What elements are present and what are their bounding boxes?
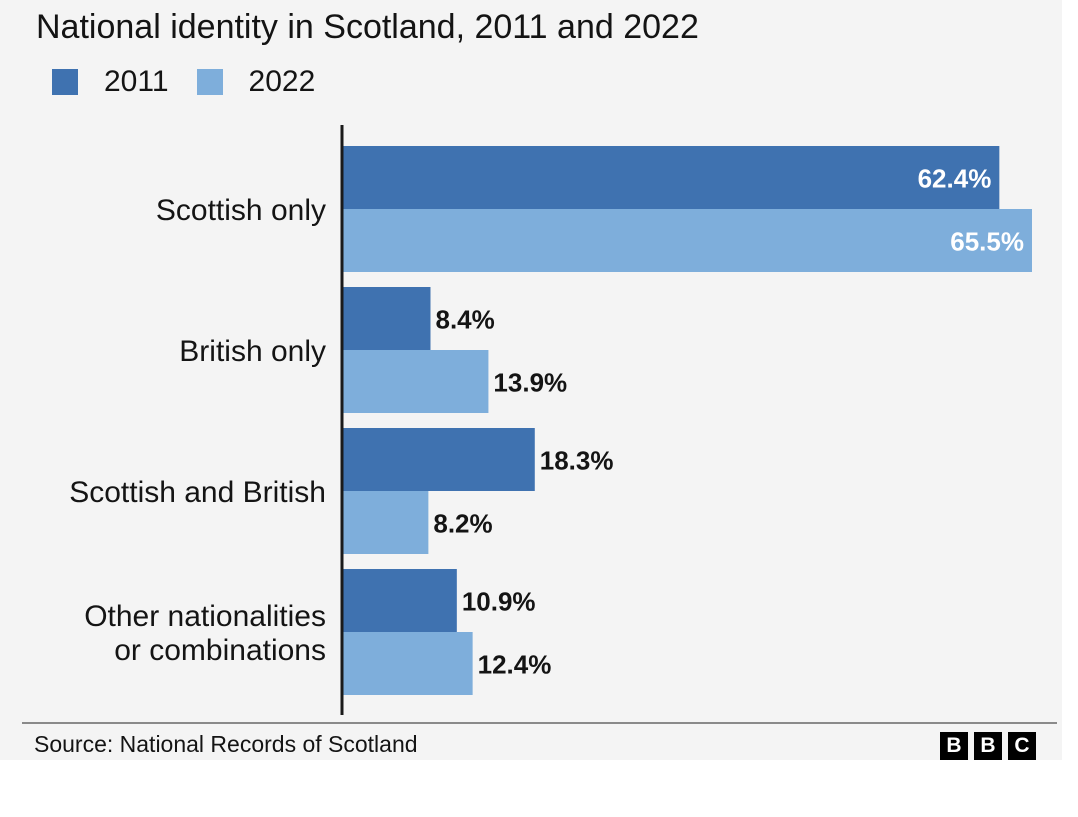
source-note: Source: National Records of Scotland: [34, 731, 418, 757]
data-label-2022: 12.4%: [478, 650, 552, 680]
legend-item-2022: 2022: [196, 65, 316, 99]
category-label: Scottish only: [156, 194, 326, 227]
category-label: or combinations: [114, 634, 326, 667]
bar-chart: 62.4% 65.5% Scottish only 8.4% 13.9% British …: [69, 125, 1032, 715]
logo-letter: B: [940, 732, 968, 760]
bbc-logo: B B C: [940, 732, 1042, 760]
bar-2011: [342, 428, 535, 491]
category-label: British only: [179, 335, 326, 368]
category-label: Other nationalities: [84, 600, 326, 633]
logo-letter: B: [974, 732, 1002, 760]
bar-2022: [342, 632, 473, 695]
chart-card: National identity in Scotland, 2011 and …: [0, 0, 1062, 760]
bar-2022: [342, 491, 429, 554]
legend-label-2011: 2011: [104, 65, 169, 98]
data-label-2011: 8.4%: [435, 305, 494, 335]
chart-title: National identity in Scotland, 2011 and …: [36, 8, 699, 46]
bar-2022: [342, 350, 489, 413]
data-label-2022: 65.5%: [950, 227, 1024, 257]
data-label-2011: 10.9%: [462, 587, 536, 617]
logo-letter: C: [1008, 732, 1036, 760]
legend-item-2011: 2011: [52, 65, 169, 99]
bar-2011: [342, 146, 1000, 209]
data-label-2011: 18.3%: [540, 446, 614, 476]
data-label-2022: 13.9%: [493, 368, 567, 398]
legend-swatch-2022: [196, 69, 223, 95]
bar-2011: [342, 569, 457, 632]
legend: 2011 2022: [52, 64, 343, 100]
legend-label-2022: 2022: [248, 65, 316, 98]
bar-2011: [342, 287, 431, 350]
footer-divider: [22, 722, 1057, 724]
data-label-2011: 62.4%: [918, 164, 992, 194]
category-label: Scottish and British: [69, 476, 326, 509]
legend-swatch-2011: [52, 69, 78, 95]
bar-2022: [342, 209, 1032, 272]
data-label-2022: 8.2%: [433, 509, 492, 539]
